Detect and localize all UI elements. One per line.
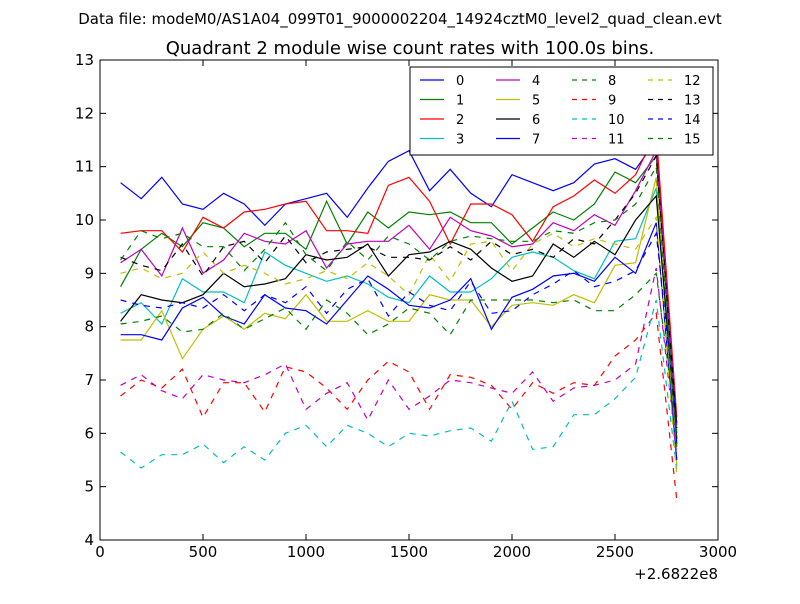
legend-label-12: 12 xyxy=(684,74,701,89)
series-line-13 xyxy=(120,153,678,429)
legend-label-10: 10 xyxy=(608,113,625,128)
series-line-0 xyxy=(120,138,678,445)
chart-suptitle: Data file: modeM0/AS1A04_099T01_90000022… xyxy=(78,10,722,29)
legend-label-8: 8 xyxy=(608,74,616,89)
legend-label-15: 15 xyxy=(684,133,701,148)
plot-area xyxy=(120,129,678,501)
legend-label-5: 5 xyxy=(532,94,540,109)
y-tick-label: 12 xyxy=(75,104,94,122)
series-line-6 xyxy=(120,194,678,439)
x-tick-label: 3000 xyxy=(699,543,737,561)
series-line-8 xyxy=(120,271,678,434)
x-tick-label: 0 xyxy=(95,543,105,561)
series-line-3 xyxy=(120,187,678,439)
y-tick-label: 9 xyxy=(84,264,94,282)
series-line-9 xyxy=(120,311,678,501)
y-tick-label: 8 xyxy=(84,318,94,336)
series-line-11 xyxy=(120,267,678,455)
series-line-5 xyxy=(120,177,678,466)
chart-title: Quadrant 2 module wise count rates with … xyxy=(166,38,655,59)
legend-label-0: 0 xyxy=(456,74,464,89)
y-tick-label: 5 xyxy=(84,478,94,496)
y-tick-label: 4 xyxy=(84,531,94,549)
legend-label-2: 2 xyxy=(456,113,464,128)
series-line-12 xyxy=(120,215,678,477)
x-tick-label: 2000 xyxy=(493,543,531,561)
legend-label-9: 9 xyxy=(608,94,616,109)
series-line-7 xyxy=(120,222,678,461)
legend-label-14: 14 xyxy=(684,113,701,128)
x-tick-label: 500 xyxy=(189,543,218,561)
legend-label-6: 6 xyxy=(532,113,540,128)
x-tick-label: 1000 xyxy=(287,543,325,561)
y-tick-label: 7 xyxy=(84,371,94,389)
x-tick-label: 1500 xyxy=(390,543,428,561)
x-tick-label: 2500 xyxy=(596,543,634,561)
y-tick-label: 11 xyxy=(75,158,94,176)
series-line-15 xyxy=(120,164,678,447)
legend-label-3: 3 xyxy=(456,133,464,148)
legend-label-13: 13 xyxy=(684,94,701,109)
y-tick-label: 13 xyxy=(75,51,94,69)
x-offset-label: +2.6822e8 xyxy=(634,565,718,583)
legend-box xyxy=(409,66,714,156)
series-line-1 xyxy=(120,154,678,434)
series-line-10 xyxy=(120,299,678,471)
legend-label-1: 1 xyxy=(456,94,464,109)
series-line-2 xyxy=(120,129,678,418)
series-line-14 xyxy=(120,231,678,423)
y-tick-label: 6 xyxy=(84,424,94,442)
legend-label-4: 4 xyxy=(532,74,540,89)
series-line-4 xyxy=(120,148,678,426)
legend-label-11: 11 xyxy=(608,133,625,148)
legend-label-7: 7 xyxy=(532,133,540,148)
y-tick-label: 10 xyxy=(75,211,94,229)
